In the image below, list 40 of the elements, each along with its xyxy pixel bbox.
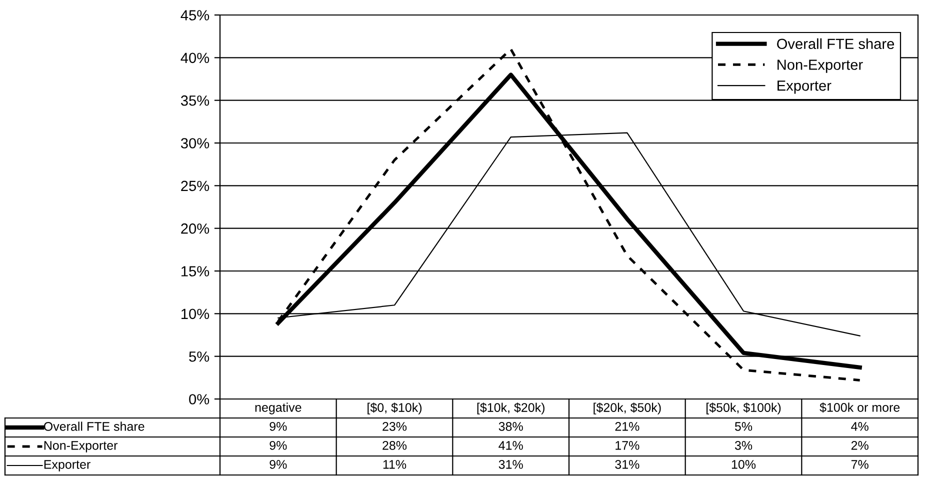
y-tick-label: 10%	[182, 308, 210, 320]
legend-label: Non-Exporter	[778, 60, 863, 73]
text: Overall FTE share	[44, 422, 144, 431]
data-label: 31%	[615, 460, 640, 469]
x-tick-label: [$20k, $50k)	[594, 402, 661, 414]
data-label: 21%	[615, 422, 640, 431]
data-label: 3%	[734, 441, 752, 450]
data-label: 11%	[383, 460, 406, 469]
data-label: 38%	[498, 422, 523, 431]
data-label: 31%	[498, 460, 523, 469]
y-tick-label: 30%	[180, 138, 210, 148]
data-label: 2%	[851, 441, 868, 450]
y-tick-label: 35%	[180, 95, 210, 106]
data-label: 9%	[270, 460, 287, 469]
data-label: 17%	[616, 441, 640, 450]
x-tick-label: $100k or more	[820, 402, 900, 413]
data-label: 4%	[851, 422, 868, 431]
y-tick-label: 45%	[180, 10, 210, 20]
data-label: 28%	[382, 441, 407, 450]
y-tick-label: 5%	[189, 352, 210, 362]
y-tick-label: 25%	[181, 180, 210, 192]
legend-label: Overall FTE share	[777, 38, 894, 50]
data-label: 9%	[270, 422, 287, 431]
data-label: 23%	[382, 422, 407, 431]
data-label: 9%	[270, 441, 287, 450]
x-tick-label: [$10k, $20k)	[477, 402, 544, 414]
data-label: 7%	[851, 460, 868, 469]
data-label: 10%	[732, 460, 756, 469]
text: Exporter	[44, 460, 90, 472]
x-tick-label: [$50k, $100k)	[706, 402, 781, 414]
data-label: 5%	[734, 422, 752, 431]
y-tick-label: 15%	[182, 266, 210, 276]
text: Non-Exporter	[44, 441, 118, 452]
y-tick-label: 0%	[189, 394, 210, 404]
data-label: 41%	[498, 441, 523, 450]
legend-label: Exporter	[778, 80, 832, 94]
x-tick-label: [$0, $10k)	[368, 402, 422, 414]
y-tick-label: 20%	[181, 223, 210, 234]
x-tick-label: negative	[255, 402, 302, 414]
y-tick-label: 40%	[180, 52, 210, 64]
